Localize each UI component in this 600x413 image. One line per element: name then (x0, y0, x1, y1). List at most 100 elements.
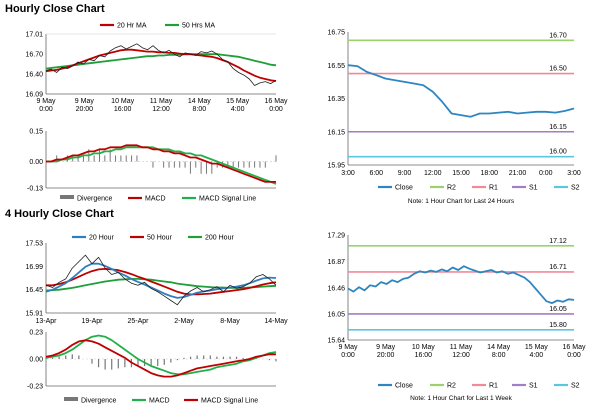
four-hourly-ma-xtick-label: 2-May (174, 318, 194, 325)
weekly-close-xtick-date: 14 May (487, 344, 510, 351)
hourly-macd-signal-line (46, 146, 277, 185)
four-hourly-legend-20-label: 20 Hour (89, 235, 115, 242)
hourly-ma-ytick-label: 16.09 (25, 92, 43, 99)
hourly-close-xtick-label: 21:00 (509, 170, 527, 177)
hourly-close-level-label-s2: 16.00 (549, 149, 567, 156)
hourly-close-legend-s2-label: S2 (571, 185, 580, 192)
weekly-close-xtick-time: 16:00 (415, 352, 433, 359)
weekly-close-xtick-time: 12:00 (452, 352, 470, 359)
hourly-ma-xtick-time: 12:00 (152, 106, 170, 113)
four-hourly-ma-ytick-label: 16.45 (25, 287, 43, 294)
hourly-macd-line (46, 144, 276, 183)
weekly-close-legend-r1-label: R1 (489, 383, 498, 390)
four-hourly-macd-legend-divergence-label: Divergence (81, 398, 117, 405)
hourly-close-ytick-label: 16.55 (327, 63, 345, 70)
hourly-close-ytick-label: 16.75 (327, 30, 345, 37)
four-hourly-ma-ytick-label: 15.91 (25, 311, 43, 318)
hourly-section-title: Hourly Close Chart (5, 3, 105, 15)
hourly-close-xtick-label: 9:00 (398, 170, 412, 177)
hourly-ma-ytick-label: 16.70 (25, 52, 43, 59)
four-hourly-ma-ytick-label: 17.53 (25, 241, 43, 248)
weekly-close-ytick-label: 16.87 (327, 259, 345, 266)
four-hourly-legend-50-label: 50 Hour (147, 235, 173, 242)
weekly-close-xtick-date: 10 May (412, 344, 435, 351)
hourly-close-level-label-r2: 16.70 (549, 32, 567, 39)
hourly-ma-xtick-time: 20:00 (76, 106, 94, 113)
hourly-ma-xtick-date: 15 May (226, 98, 249, 105)
hourly-close-ytick-label: 15.95 (327, 163, 345, 170)
weekly-close-legend-r2-label: R2 (447, 383, 456, 390)
hourly-macd-ytick-label: 0.15 (29, 129, 43, 136)
hourly-price-line (45, 43, 277, 86)
weekly-close-xtick-date: 9 May (338, 344, 358, 351)
weekly-close-ytick-label: 16.46 (327, 285, 345, 292)
hourly-ma-xtick-time: 0:00 (269, 106, 283, 113)
weekly-close-ytick-label: 17.29 (327, 233, 345, 240)
hourly-close-xtick-label: 18:00 (480, 170, 498, 177)
hourly-ma-xtick-date: 11 May (150, 98, 173, 105)
weekly-close-legend-s2-label: S2 (571, 383, 580, 390)
four-hourly-macd-line (45, 339, 276, 378)
hourly-macd-ytick-label: -0.13 (27, 186, 43, 193)
weekly-close-level-label-s2: 15.80 (549, 322, 567, 329)
four-hourly-macd-legend-macd-label: MACD (149, 398, 170, 405)
hourly-ma-legend-20-label: 20 Hr MA (117, 23, 147, 30)
hourly-ma-xtick-date: 14 May (188, 98, 211, 105)
hourly-ma-xtick-date: 9 May (36, 98, 56, 105)
four-hourly-ma-50-line (46, 267, 277, 296)
hourly-macd-legend-macd-label: MACD (145, 196, 166, 203)
hourly-close-ytick-label: 16.35 (327, 96, 345, 103)
hourly-close-legend-r2-label: R2 (447, 185, 456, 192)
hourly-close-xtick-label: 3:00 (567, 170, 581, 177)
hourly-ma-xtick-date: 10 May (111, 98, 134, 105)
weekly-close-xtick-date: 9 May (376, 344, 396, 351)
four-hourly-ma-xtick-label: 8-May (220, 318, 240, 325)
weekly-close-close-line (347, 265, 575, 305)
four-hourly-ma-ytick-label: 16.99 (25, 264, 43, 271)
weekly-close-level-label-s1: 16.05 (549, 306, 567, 313)
hourly-ma-xtick-time: 4:00 (231, 106, 245, 113)
hourly-ma-xtick-time: 0:00 (39, 106, 53, 113)
weekly-close-level-label-r1: 16.71 (549, 264, 567, 271)
hourly-ma-50-line (45, 53, 277, 70)
four-hourly-ma-20-line (45, 262, 277, 299)
hourly-macd-legend-signal-label: MACD Signal Line (199, 196, 256, 203)
hourly-close-level-label-s1: 16.15 (549, 124, 567, 131)
hourly-macd-ytick-label: 0.00 (29, 159, 43, 166)
hourly-ma-ytick-label: 17.01 (25, 32, 43, 39)
hourly-close-xtick-label: 3:00 (341, 170, 355, 177)
weekly-close-legend-close-label: Close (395, 383, 413, 390)
weekly-close-ytick-label: 16.05 (327, 311, 345, 318)
weekly-close-xtick-date: 11 May (450, 344, 473, 351)
four-hourly-macd-ytick-label: 0.23 (29, 330, 43, 337)
hourly-close-xtick-label: 0:00 (539, 170, 553, 177)
weekly-close-xtick-time: 0:00 (341, 352, 355, 359)
four-hourly-macd-ytick-label: 0.00 (29, 357, 43, 364)
hourly-macd-legend-divergence-swatch (60, 195, 74, 199)
four-hourly-price-line (45, 254, 277, 306)
hourly-ma-legend-50-label: 50 Hrs MA (182, 23, 215, 30)
hourly-macd-legend-divergence-label: Divergence (77, 196, 113, 203)
hourly-close-level-label-r1: 16.50 (549, 66, 567, 73)
hourly-close-ytick-label: 16.15 (327, 129, 345, 136)
hourly-ma-ytick-label: 16.40 (25, 71, 43, 78)
weekly-close-xtick-date: 15 May (525, 344, 548, 351)
four-hourly-macd-ytick-label: -0.23 (27, 384, 43, 391)
hourly-close-note: Note: 1 Hour Chart for Last 24 Hours (408, 198, 515, 205)
hourly-ma-xtick-date: 9 May (75, 98, 95, 105)
four-hourly-ma-xtick-label: 25-Apr (127, 318, 149, 325)
hourly-close-xtick-label: 6:00 (369, 170, 383, 177)
hourly-ma-xtick-date: 16 May (265, 98, 288, 105)
weekly-close-xtick-time: 20:00 (377, 352, 395, 359)
weekly-close-level-label-r2: 17.12 (549, 238, 567, 245)
hourly-close-legend-s1-label: S1 (529, 185, 538, 192)
four-hourly-ma-xtick-label: 19-Apr (81, 318, 103, 325)
weekly-close-xtick-time: 0:00 (567, 352, 581, 359)
hourly-close-xtick-label: 15:00 (452, 170, 470, 177)
weekly-close-note: Note: 1 Hour Chart for Last 1 Week (410, 395, 513, 402)
weekly-close-legend-s1-label: S1 (529, 383, 538, 390)
four-hourly-ma-xtick-label: 14-May (264, 318, 288, 325)
weekly-close-ytick-label: 15.64 (327, 338, 345, 345)
four-hourly-section-title: 4 Hourly Close Chart (5, 208, 114, 220)
